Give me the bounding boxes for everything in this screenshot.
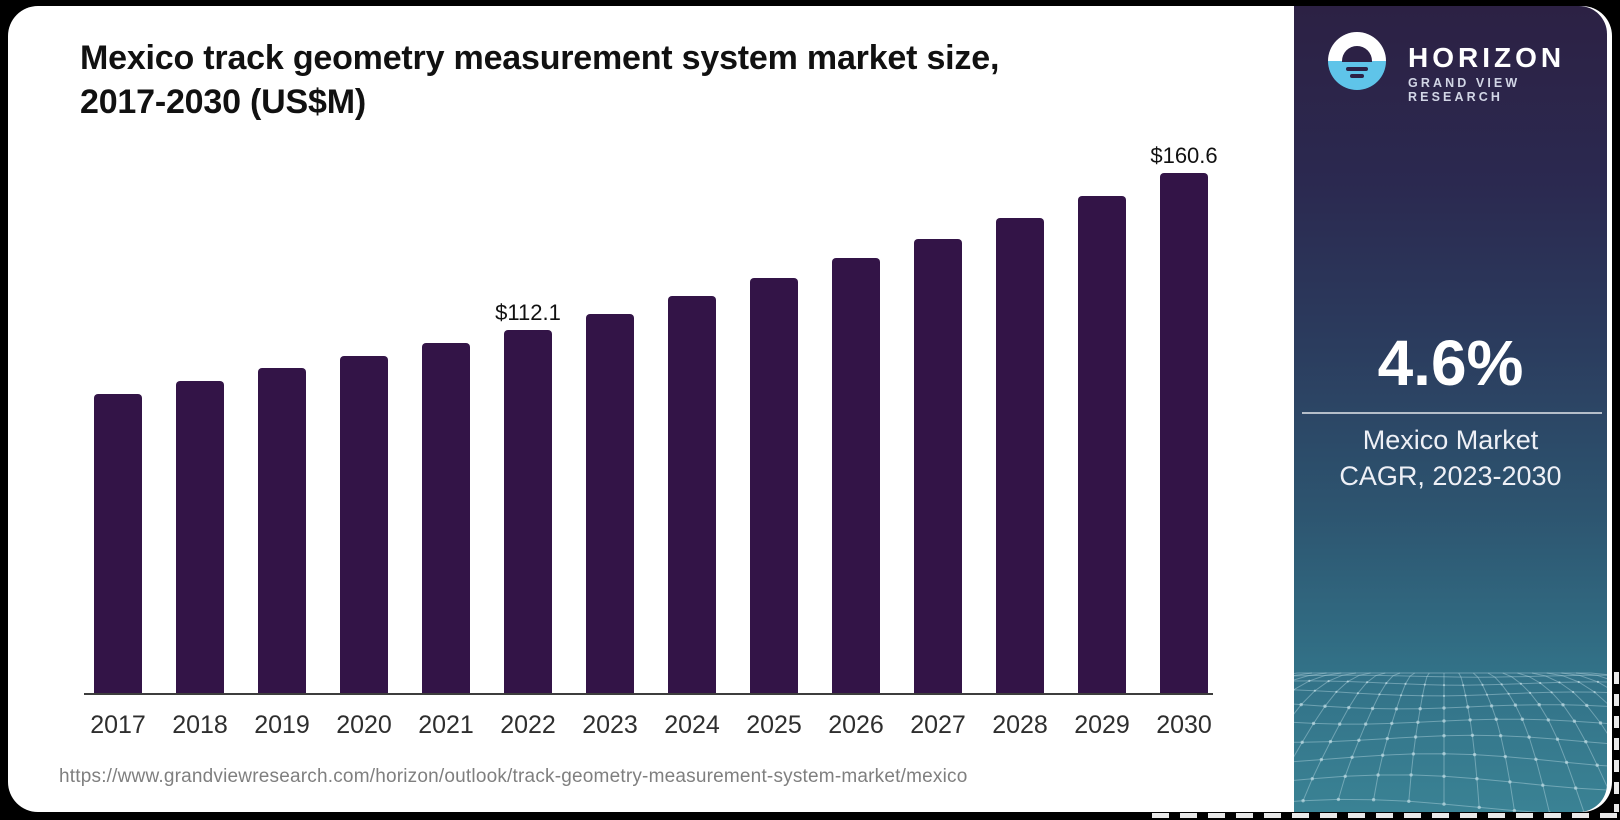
x-axis-label-2029: 2029 xyxy=(1074,711,1130,739)
bar-2028 xyxy=(996,218,1044,693)
x-axis-label-2020: 2020 xyxy=(336,711,392,739)
bar-2018 xyxy=(176,381,224,693)
x-axis-label-2017: 2017 xyxy=(90,711,146,739)
x-axis-label-2019: 2019 xyxy=(254,711,310,739)
bar-2023 xyxy=(586,314,634,693)
bar-2020 xyxy=(340,356,388,693)
x-axis-label-2024: 2024 xyxy=(664,711,720,739)
brand-tagline: GRAND VIEW RESEARCH xyxy=(1408,76,1521,104)
x-axis-label-2023: 2023 xyxy=(582,711,638,739)
bar-2030 xyxy=(1160,173,1208,693)
x-axis-label-2018: 2018 xyxy=(172,711,228,739)
bar-2022 xyxy=(504,330,552,693)
screen-edge-dashes-right xyxy=(1614,672,1619,812)
bar-2019 xyxy=(258,368,306,693)
wireframe-mesh-decoration xyxy=(1294,670,1607,812)
source-url: https://www.grandviewresearch.com/horizo… xyxy=(59,766,968,787)
horizon-sun-logo-ray xyxy=(1350,74,1364,78)
stat-divider xyxy=(1302,412,1602,414)
cagr-value: 4.6% xyxy=(1377,327,1524,399)
x-axis-label-2022: 2022 xyxy=(500,711,556,739)
bar-2025 xyxy=(750,278,798,693)
x-axis-label-2027: 2027 xyxy=(910,711,966,739)
bar-value-label-2030: $160.6 xyxy=(1150,143,1218,168)
x-axis-label-2030: 2030 xyxy=(1156,711,1212,739)
bar-2026 xyxy=(832,258,880,693)
cagr-caption-line2: CAGR, 2023-2030 xyxy=(1339,461,1562,491)
screen-edge-dashes-bottom xyxy=(1152,813,1620,818)
chart-title-line1: Mexico track geometry measurement system… xyxy=(80,39,1000,77)
cagr-caption-line1: Mexico Market xyxy=(1362,425,1539,455)
cagr-caption: Mexico Market CAGR, 2023-2030 xyxy=(1294,422,1607,494)
bar-chart-plot-area: $112.1 $160.6 xyxy=(84,140,1218,695)
bar-2027 xyxy=(914,239,962,693)
brand-name: HORIZON xyxy=(1408,42,1566,73)
bar-value-label-2022: $112.1 xyxy=(495,300,561,325)
horizon-sun-logo-dome xyxy=(1342,46,1372,62)
horizon-sun-logo-ray xyxy=(1346,67,1368,71)
x-axis-label-2028: 2028 xyxy=(992,711,1048,739)
x-axis-label-2021: 2021 xyxy=(418,711,474,739)
chart-title-line2: 2017-2030 (US$M) xyxy=(80,83,366,121)
bar-2024 xyxy=(668,296,716,693)
x-axis-labels: 2017 2018 2019 2020 2021 2022 2023 2024 2025 2026… xyxy=(84,711,1213,741)
brand-sidebar: HORIZON GRAND VIEW RESEARCH 4.6% Mexico … xyxy=(1294,6,1607,812)
x-axis-label-2025: 2025 xyxy=(746,711,802,739)
bar-2029 xyxy=(1078,196,1126,693)
bar-2021 xyxy=(422,343,470,693)
bar-2017 xyxy=(94,394,142,693)
x-axis-label-2026: 2026 xyxy=(828,711,884,739)
chart-title: Mexico track geometry measurement system… xyxy=(80,36,1180,124)
